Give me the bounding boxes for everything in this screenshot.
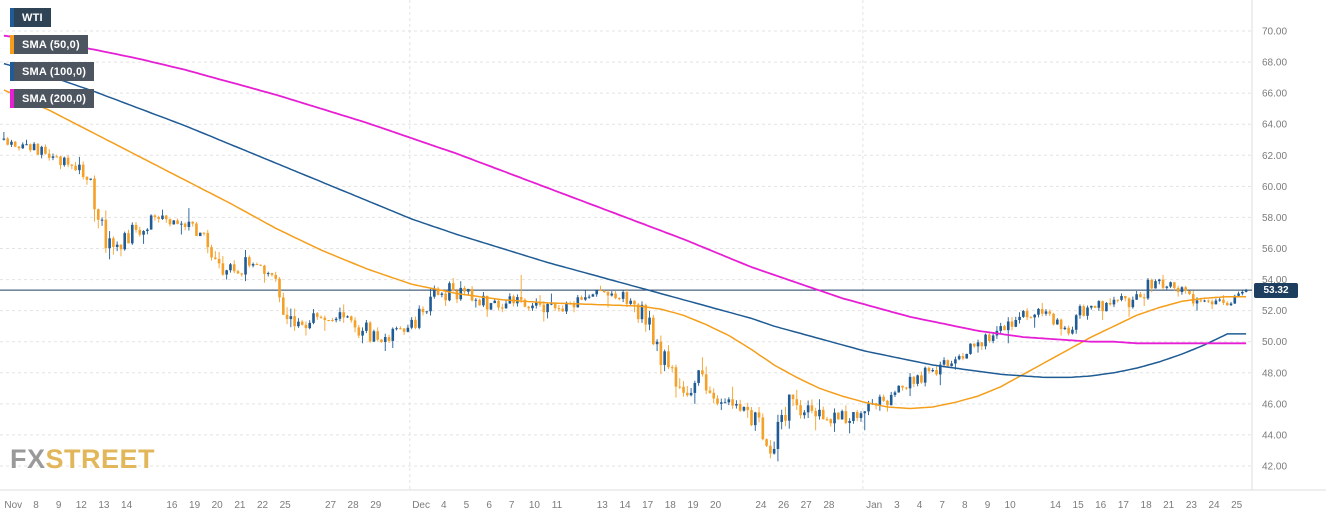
- date-tick-label: 21: [234, 500, 246, 511]
- legend-label: SMA (200,0): [14, 89, 95, 108]
- price-tick-label: 48.00: [1262, 368, 1287, 379]
- date-tick-label: 24: [1208, 500, 1220, 511]
- date-tick-label: 6: [486, 500, 492, 511]
- date-tick-label: 4: [441, 500, 447, 511]
- current-price-badge: 53.32: [1254, 282, 1298, 298]
- date-tick-label: 16: [166, 500, 178, 511]
- price-tick-label: 58.00: [1262, 213, 1287, 224]
- price-tick-label: 52.00: [1262, 306, 1287, 317]
- price-tick-label: 62.00: [1262, 151, 1287, 162]
- date-tick-label: 20: [710, 500, 722, 511]
- price-axis: 70.00 68.00 66.00 64.00 62.00 60.00 58.00 56.00…: [1262, 27, 1287, 473]
- price-tick-label: 50.00: [1262, 337, 1287, 348]
- date-tick-label: 22: [257, 500, 269, 511]
- legend-label: WTI: [14, 8, 51, 27]
- sma-100-line: [3, 62, 1247, 379]
- date-tick-label: 9: [985, 500, 991, 511]
- date-axis: Nov 8 9 12 13 14 16 19 20 21 22 25 27 28 29 Dec 4 5 6 7 10 11…: [4, 500, 1242, 511]
- date-tick-label: 28: [823, 500, 835, 511]
- date-tick-label: Dec: [412, 500, 430, 511]
- date-tick-label: 5: [464, 500, 470, 511]
- fxstreet-logo-street: STREET: [45, 444, 156, 474]
- price-tick-label: 46.00: [1262, 399, 1287, 410]
- price-tick-label: 56.00: [1262, 244, 1287, 255]
- chart-legend: WTI SMA (50,0) SMA (100,0) SMA (200,0): [10, 8, 95, 108]
- fxstreet-logo: FXSTREET: [10, 444, 155, 475]
- date-tick-label: Jan: [866, 500, 882, 511]
- date-tick-label: 12: [76, 500, 88, 511]
- wti-color-key-icon: [10, 8, 14, 27]
- date-tick-label: 28: [348, 500, 360, 511]
- date-tick-label: 14: [1050, 500, 1062, 511]
- legend-item-sma-50[interactable]: SMA (50,0): [10, 35, 88, 54]
- date-tick-label: 4: [917, 500, 923, 511]
- price-tick-label: 66.00: [1262, 89, 1287, 100]
- date-tick-label: 7: [509, 500, 515, 511]
- date-tick-label: 17: [1118, 500, 1130, 511]
- date-tick-label: 17: [642, 500, 654, 511]
- date-tick-label: 14: [619, 500, 631, 511]
- sma-200-line: [3, 34, 1247, 345]
- price-tick-label: 64.00: [1262, 120, 1287, 131]
- legend-label: SMA (50,0): [14, 35, 88, 54]
- date-tick-label: 3: [894, 500, 900, 511]
- date-tick-label: 9: [56, 500, 62, 511]
- date-tick-label: 25: [280, 500, 292, 511]
- sma-50-color-key-icon: [10, 35, 14, 54]
- date-tick-label: 20: [212, 500, 224, 511]
- date-tick-label: 11: [552, 500, 563, 511]
- fxstreet-logo-fx: FX: [10, 444, 46, 474]
- price-tick-label: 44.00: [1262, 430, 1287, 441]
- date-tick-label: 7: [939, 500, 945, 511]
- date-tick-label: 21: [1163, 500, 1175, 511]
- date-tick-label: 8: [33, 500, 39, 511]
- price-tick-label: 42.00: [1262, 462, 1287, 473]
- price-tick-label: 60.00: [1262, 182, 1287, 193]
- candlesticks: [2, 131, 1248, 462]
- sma-100-color-key-icon: [10, 62, 14, 81]
- legend-item-wti[interactable]: WTI: [10, 8, 51, 27]
- date-tick-label: 24: [755, 500, 767, 511]
- legend-item-sma-200[interactable]: SMA (200,0): [10, 89, 95, 108]
- date-tick-label: 15: [1073, 500, 1085, 511]
- price-tick-label: 68.00: [1262, 58, 1287, 69]
- date-tick-label: 18: [1141, 500, 1153, 511]
- price-tick-label: 70.00: [1262, 27, 1287, 38]
- date-tick-label: 13: [597, 500, 609, 511]
- date-tick-label: 26: [778, 500, 790, 511]
- date-tick-label: 19: [189, 500, 201, 511]
- date-tick-label: 18: [665, 500, 677, 511]
- date-tick-label: 25: [1231, 500, 1243, 511]
- date-tick-label: 14: [121, 500, 133, 511]
- sma-200-color-key-icon: [10, 89, 14, 108]
- date-tick-label: 27: [325, 500, 337, 511]
- date-tick-label: 29: [370, 500, 382, 511]
- date-tick-label: 19: [687, 500, 699, 511]
- date-tick-label: 16: [1095, 500, 1107, 511]
- date-tick-label: 10: [529, 500, 541, 511]
- sma-50-line: [3, 89, 1247, 410]
- price-tick-label: 54.00: [1262, 275, 1287, 286]
- legend-label: SMA (100,0): [14, 62, 95, 81]
- date-tick-label: 27: [801, 500, 813, 511]
- date-tick-label: 8: [962, 500, 968, 511]
- date-tick-label: Nov: [4, 500, 22, 511]
- date-tick-label: 13: [98, 500, 110, 511]
- legend-item-sma-100[interactable]: SMA (100,0): [10, 62, 95, 81]
- date-tick-label: 10: [1005, 500, 1017, 511]
- date-tick-label: 23: [1186, 500, 1198, 511]
